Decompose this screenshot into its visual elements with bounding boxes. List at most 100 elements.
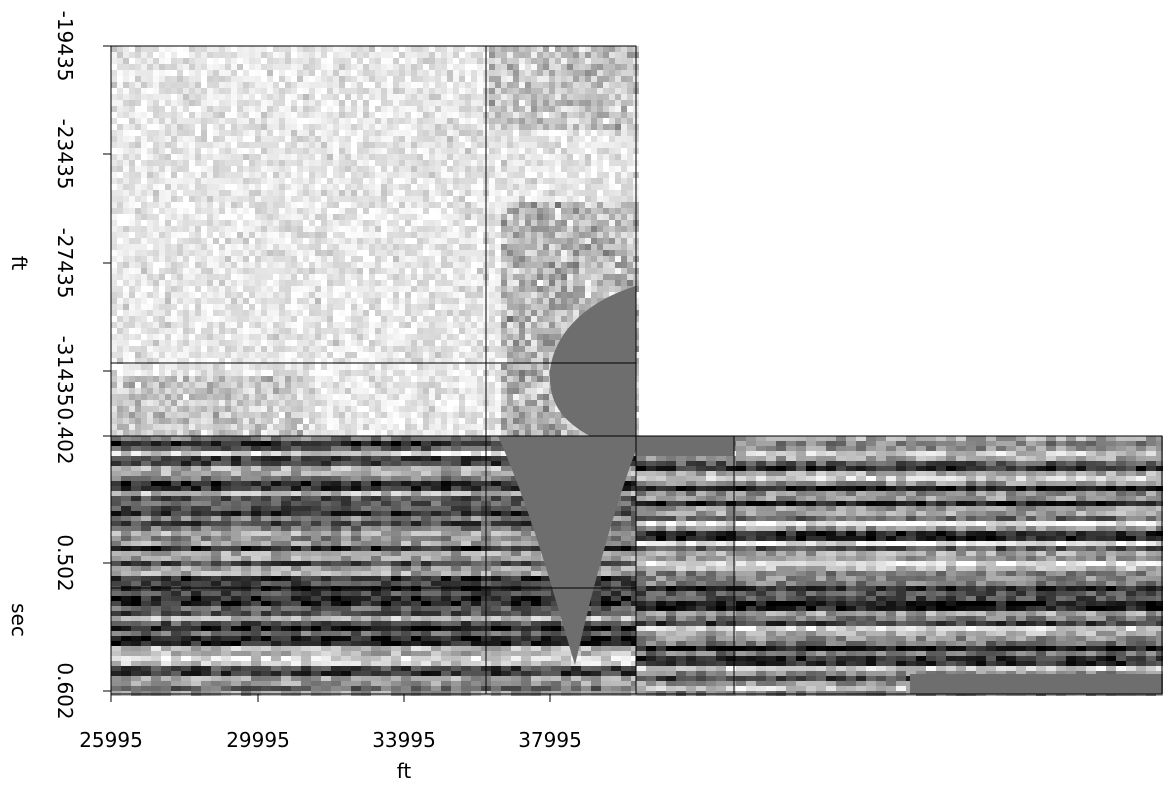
pixel: [147, 280, 153, 286]
pixel: [327, 202, 333, 208]
pixel: [489, 262, 495, 268]
pixel: [435, 184, 441, 190]
pixel: [315, 82, 321, 88]
pixel: [519, 52, 525, 58]
pixel: [207, 298, 213, 304]
pixel: [237, 316, 243, 322]
pixel: [135, 202, 141, 208]
pixel: [351, 172, 357, 178]
pixel: [429, 328, 435, 334]
pixel: [585, 136, 591, 142]
pixel: [159, 190, 165, 196]
pixel: [315, 208, 321, 214]
pixel: [375, 292, 381, 298]
pixel: [225, 232, 231, 238]
pixel: [207, 340, 213, 346]
pixel: [339, 316, 345, 322]
pixel: [351, 226, 357, 232]
pixel: [567, 202, 573, 208]
pixel: [429, 202, 435, 208]
pixel: [519, 142, 525, 148]
pixel: [411, 88, 417, 94]
pixel: [171, 328, 177, 334]
pixel: [423, 262, 429, 268]
pixel: [267, 376, 273, 382]
pixel: [117, 154, 123, 160]
pixel: [501, 256, 507, 262]
pixel: [543, 256, 549, 262]
pixel: [345, 172, 351, 178]
pixel: [387, 124, 393, 130]
pixel: [375, 244, 381, 250]
pixel: [303, 244, 309, 250]
pixel: [423, 310, 429, 316]
pixel: [237, 100, 243, 106]
pixel: [417, 382, 423, 388]
pixel: [243, 364, 249, 370]
pixel: [579, 244, 585, 250]
pixel: [123, 220, 129, 226]
pixel: [555, 70, 561, 76]
pixel: [453, 316, 459, 322]
pixel: [183, 172, 189, 178]
pixel: [519, 280, 525, 286]
pixel: [231, 154, 237, 160]
pixel: [465, 274, 471, 280]
pixel: [249, 238, 255, 244]
pixel: [159, 286, 165, 292]
pixel: [627, 202, 633, 208]
pixel: [495, 70, 501, 76]
pixel: [393, 352, 399, 358]
pixel: [315, 304, 321, 310]
pixel: [525, 106, 531, 112]
pixel: [375, 148, 381, 154]
pixel: [195, 352, 201, 358]
pixel: [219, 136, 225, 142]
pixel: [513, 190, 519, 196]
pixel: [489, 124, 495, 130]
pixel: [489, 316, 495, 322]
pixel: [333, 286, 339, 292]
pixel: [201, 250, 207, 256]
pixel: [543, 184, 549, 190]
pixel: [579, 64, 585, 70]
pixel: [357, 112, 363, 118]
pixel: [177, 232, 183, 238]
pixel: [579, 286, 585, 292]
pixel: [333, 172, 339, 178]
pixel: [621, 64, 627, 70]
pixel: [429, 118, 435, 124]
pixel: [129, 334, 135, 340]
pixel: [429, 298, 435, 304]
pixel: [507, 304, 513, 310]
pixel: [231, 130, 237, 136]
pixel: [465, 46, 471, 52]
pixel: [147, 166, 153, 172]
pixel: [543, 286, 549, 292]
pixel: [405, 334, 411, 340]
pixel: [435, 130, 441, 136]
pixel: [507, 328, 513, 334]
pixel: [333, 154, 339, 160]
pixel: [201, 100, 207, 106]
pixel: [267, 124, 273, 130]
pixel: [489, 58, 495, 64]
pixel: [369, 274, 375, 280]
pixel: [345, 52, 351, 58]
pixel: [495, 190, 501, 196]
pixel: [591, 154, 597, 160]
pixel: [579, 190, 585, 196]
pixel: [447, 232, 453, 238]
pixel: [459, 52, 465, 58]
pixel: [267, 172, 273, 178]
pixel: [435, 118, 441, 124]
pixel: [513, 106, 519, 112]
pixel: [177, 172, 183, 178]
pixel: [393, 268, 399, 274]
pixel: [243, 202, 249, 208]
pixel: [279, 196, 285, 202]
pixel: [267, 220, 273, 226]
pixel: [387, 382, 393, 388]
pixel: [177, 382, 183, 388]
pixel: [321, 124, 327, 130]
